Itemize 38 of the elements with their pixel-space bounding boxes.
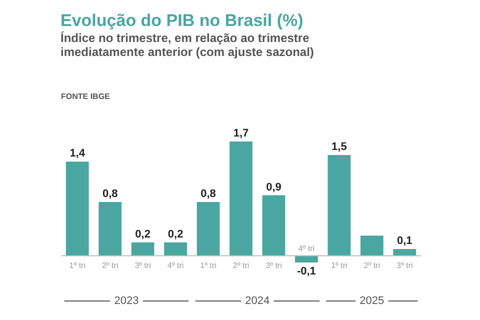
- data-label: 0,2: [168, 228, 184, 240]
- x-tick-label: 4º tri: [298, 244, 315, 253]
- x-tick-label: 3º tri: [396, 260, 413, 270]
- x-tick-label: 1º tri: [200, 260, 217, 270]
- bar: [131, 242, 154, 256]
- bar: [360, 236, 384, 256]
- data-label: 0,2: [135, 228, 150, 240]
- x-tick-label: 2º tri: [232, 260, 250, 270]
- x-tick-label: 1º tri: [69, 260, 86, 270]
- bar: [328, 154, 351, 256]
- data-label: 1,7: [233, 128, 249, 140]
- x-tick-label: 3º tri: [266, 260, 282, 270]
- data-label: 0,9: [266, 181, 282, 194]
- source-note: FONTE IBGE: [61, 92, 111, 101]
- x-tick-label: 1º tri: [331, 260, 348, 270]
- bar: [393, 249, 416, 256]
- data-label: -0,1: [296, 265, 316, 278]
- text: 2024: [245, 295, 270, 307]
- chart-subtitle: Índice no trimestre, em relação ao trimestre imediatamente anterior (com ajuste sazonal): [60, 31, 314, 59]
- bar: [98, 202, 122, 256]
- data-label: 1,4: [70, 148, 86, 160]
- data-label: 0,1: [396, 235, 412, 248]
- x-tick-label: 2º tri: [102, 260, 118, 270]
- x-tick-label: 2º tri: [364, 260, 380, 270]
- bar: [262, 195, 286, 256]
- bar: [196, 202, 220, 256]
- text: 2025: [360, 295, 384, 307]
- x-tick-label: 3º tri: [134, 260, 152, 270]
- chart-title: Evolução do PIB no Brasil (%): [60, 11, 304, 30]
- data-label: 0,8: [200, 188, 216, 200]
- bar: [66, 162, 89, 256]
- text: 2023: [114, 295, 139, 307]
- bar: [164, 242, 187, 256]
- bar: [295, 256, 318, 262]
- data-label: 1,5: [332, 140, 347, 153]
- data-label: 0,8: [102, 188, 118, 200]
- bar: [230, 142, 252, 256]
- x-tick-label: 4º tri: [167, 260, 184, 270]
